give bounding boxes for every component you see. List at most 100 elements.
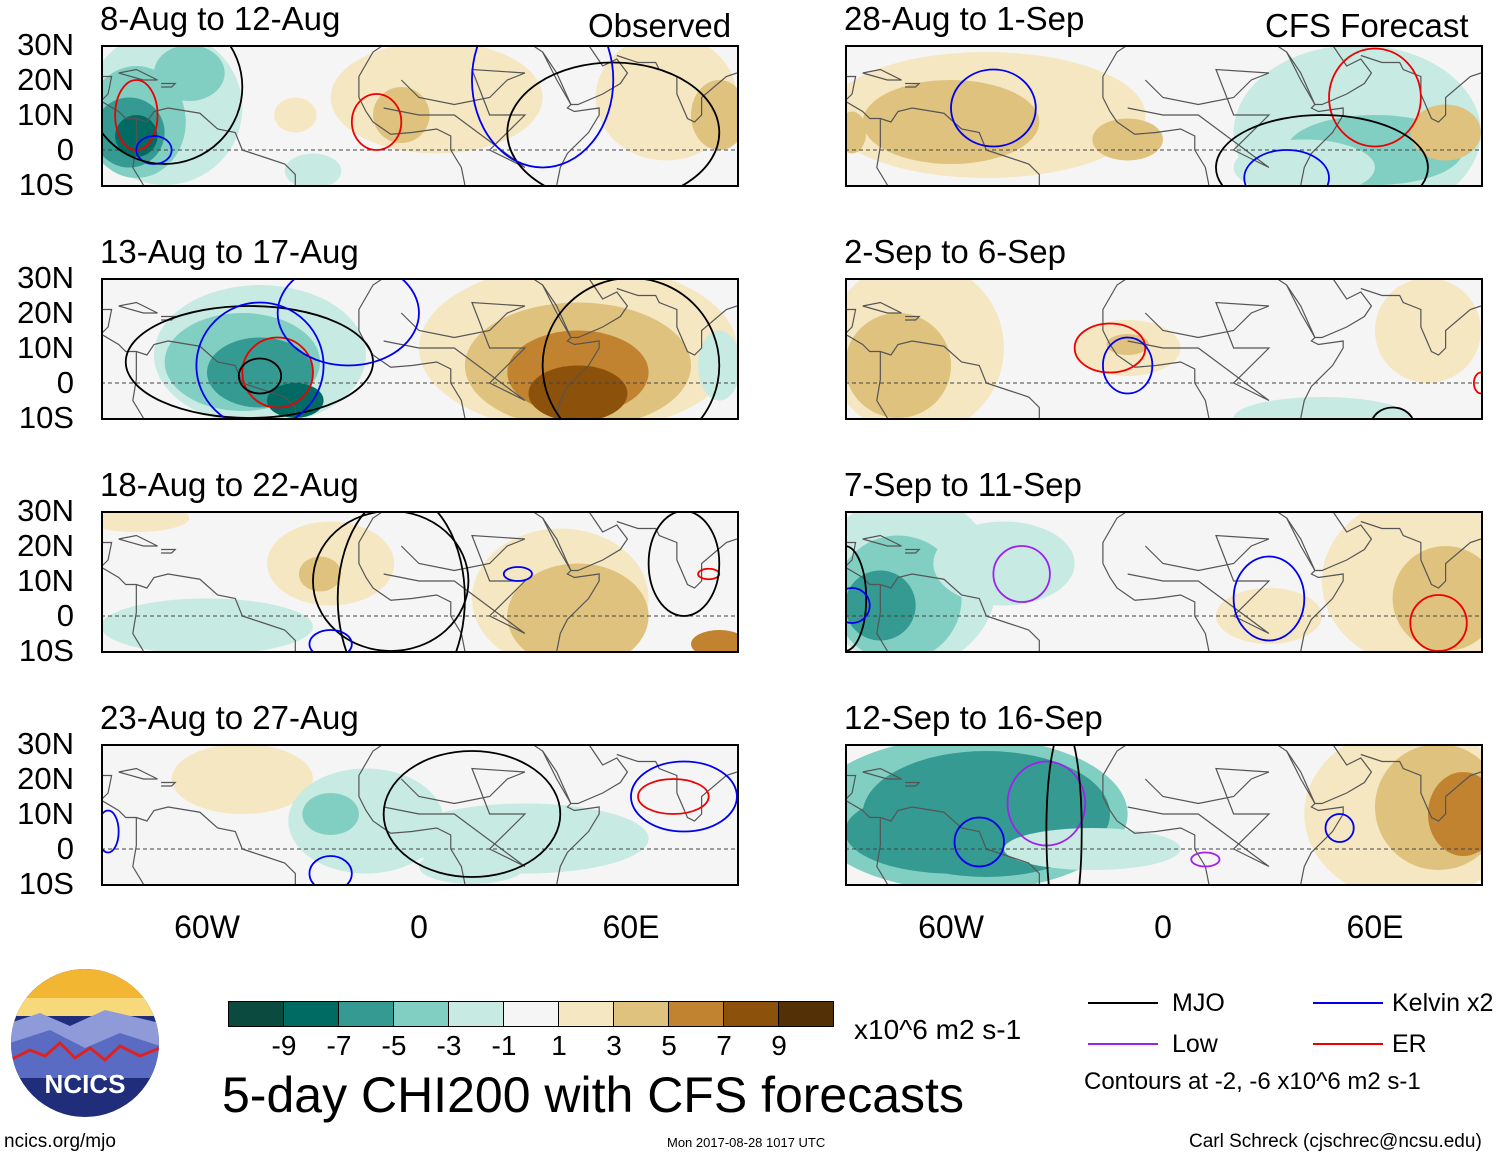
anomaly-shading <box>302 793 359 835</box>
coastline <box>542 278 629 339</box>
coastline <box>1360 287 1481 356</box>
wave-contour <box>276 278 420 367</box>
coastline <box>876 351 888 418</box>
colorbar-swatch <box>779 1002 833 1026</box>
wave-contour <box>541 278 721 418</box>
coastline <box>132 351 144 418</box>
lat-label: 30N <box>17 726 74 761</box>
colorbar-tick: 5 <box>661 1030 677 1061</box>
colorbar-tick: 1 <box>551 1030 567 1061</box>
coastline <box>118 534 158 547</box>
coastline <box>616 287 737 356</box>
anomaly-shading <box>528 365 628 418</box>
colorbar-swatch <box>284 1002 339 1026</box>
coastline <box>1286 278 1373 339</box>
wave-contour <box>308 855 353 884</box>
anomaly-shading <box>274 97 317 133</box>
lat-label: 20N <box>17 62 74 97</box>
coastline <box>1127 767 1271 868</box>
colorbar-swatch <box>339 1002 394 1026</box>
svg-text:NCICS: NCICS <box>45 1069 126 1099</box>
wave-contour <box>101 809 120 854</box>
wave-contour <box>637 778 710 815</box>
figure-title: 5-day CHI200 with CFS forecasts <box>222 1067 964 1123</box>
coastline <box>905 548 921 554</box>
coastline <box>383 68 527 169</box>
coastline <box>876 817 888 884</box>
lat-label: 20N <box>17 295 74 330</box>
coastline <box>358 45 466 185</box>
wave-contour <box>382 750 562 878</box>
wave-contour <box>312 511 470 651</box>
coastline <box>161 548 177 554</box>
coastline <box>531 511 600 651</box>
anomaly-shading <box>101 598 313 651</box>
anomaly-shading <box>1092 118 1163 161</box>
coastline <box>132 584 144 651</box>
coastline <box>118 301 158 314</box>
wave-contour <box>308 629 353 651</box>
wave-contour <box>502 566 533 582</box>
coastline <box>531 744 600 884</box>
anomaly-shading <box>418 849 525 884</box>
lon-label: 60E <box>1346 909 1404 945</box>
coastline <box>905 82 921 88</box>
anomaly-shading <box>101 511 190 532</box>
coastline <box>1102 278 1210 418</box>
colorbar-tick: -1 <box>491 1030 517 1061</box>
wave-contour <box>506 61 721 185</box>
legend-low-line <box>1088 1043 1158 1045</box>
coastline <box>1360 520 1481 589</box>
coastline <box>1102 744 1210 884</box>
coastline <box>1286 511 1373 572</box>
anomaly-shading <box>171 744 313 814</box>
colorbar-swatch <box>449 1002 504 1026</box>
wave-contour <box>336 511 466 651</box>
anomaly-shading <box>1392 546 1481 651</box>
contour-note: Contours at -2, -6 x10^6 m2 s-1 <box>1084 1068 1421 1095</box>
wave-contour <box>1190 851 1221 868</box>
ncics-logo: NCICS <box>11 969 159 1117</box>
anomaly-shading <box>862 80 1040 164</box>
coastline <box>118 68 158 81</box>
coastline <box>1127 301 1271 402</box>
coastline <box>161 82 177 88</box>
legend-er-line <box>1313 1043 1383 1045</box>
colorbar-swatch <box>614 1002 669 1026</box>
coastline <box>616 753 737 822</box>
coastline <box>862 68 902 81</box>
panel-title: 8-Aug to 12-Aug <box>100 0 341 37</box>
coastline <box>1286 744 1373 805</box>
forecast-header: CFS Forecast <box>1265 7 1469 44</box>
map-panel <box>845 278 1481 418</box>
coastline <box>616 54 737 123</box>
wave-contour <box>950 68 1037 148</box>
map-panel <box>845 511 1481 651</box>
coastline <box>132 118 144 185</box>
panel-title: 13-Aug to 17-Aug <box>100 233 359 270</box>
colorbar <box>228 1001 834 1027</box>
colorbar-tick: 9 <box>771 1030 787 1061</box>
map-panel <box>101 45 737 185</box>
anomaly-shading <box>507 563 649 651</box>
wave-contour <box>953 816 1005 868</box>
wave-contour <box>1215 114 1429 185</box>
coastline <box>383 301 527 402</box>
colorbar-tick: -5 <box>381 1030 407 1061</box>
coastline <box>1127 68 1271 169</box>
lat-label: 10S <box>18 866 74 901</box>
coastline <box>905 781 921 787</box>
footer-url[interactable]: ncics.org/mjo <box>4 1131 116 1152</box>
map-panel <box>101 278 737 418</box>
colorbar-swatch <box>559 1002 614 1026</box>
colorbar-tick: 7 <box>716 1030 732 1061</box>
legend-kelvin: Kelvin x2 <box>1392 989 1494 1017</box>
wave-contour <box>1102 336 1154 395</box>
wave-contour <box>1409 594 1468 651</box>
anomaly-shading <box>153 45 225 101</box>
lat-label: 10S <box>18 167 74 202</box>
map-panel <box>101 511 737 651</box>
coastline <box>862 767 902 780</box>
wave-contour <box>1045 744 1083 884</box>
coastline <box>1275 744 1344 884</box>
